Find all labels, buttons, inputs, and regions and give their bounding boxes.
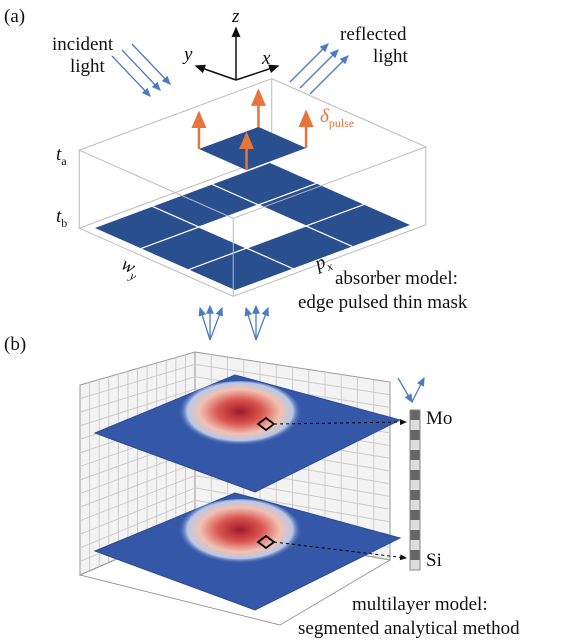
arrow: [256, 308, 268, 340]
reflected-label: reflected: [340, 24, 407, 45]
arrow: [412, 378, 424, 402]
caption: multilayer model:: [352, 594, 488, 615]
layer: [410, 480, 420, 490]
layer: [410, 530, 420, 540]
layer: [410, 470, 420, 480]
thickness-label: tb: [56, 206, 67, 230]
reflected-label: light: [373, 46, 409, 67]
figure: (a) z y x incident light reflected light…: [0, 0, 566, 641]
layer: [410, 490, 420, 500]
layer-label: Mo: [426, 408, 452, 429]
layer: [410, 440, 420, 450]
arrow: [236, 66, 278, 80]
layer: [410, 420, 420, 430]
layer: [410, 460, 420, 470]
incident-label: incident: [52, 34, 114, 55]
arrow: [398, 378, 412, 402]
layer: [410, 550, 420, 560]
arrow: [122, 50, 160, 90]
caption: edge pulsed thin mask: [298, 292, 468, 313]
axis-label: x: [261, 48, 271, 69]
axis-label: z: [231, 6, 240, 27]
thickness-label: ta: [56, 144, 67, 168]
layer: [410, 500, 420, 510]
layer: [410, 410, 420, 420]
incident-label: light: [70, 56, 106, 77]
layer: [410, 560, 420, 570]
arrow: [300, 50, 338, 88]
arrow: [112, 56, 150, 96]
delta-label: δpulse: [320, 106, 354, 130]
arrow: [210, 308, 222, 340]
layer: [410, 520, 420, 530]
panel-label: (b): [4, 334, 26, 355]
arrow: [310, 56, 348, 94]
caption: absorber model:: [335, 268, 458, 289]
layer: [410, 430, 420, 440]
arrow: [132, 44, 170, 84]
drawing: [79, 28, 426, 625]
field-bump: [178, 499, 302, 567]
arrow: [196, 66, 236, 80]
layer-label: Si: [426, 550, 442, 571]
caption: segmented analytical method: [298, 618, 520, 639]
field-bump: [178, 381, 302, 449]
layer: [410, 540, 420, 550]
axis-label: y: [182, 44, 193, 65]
arrow: [246, 308, 256, 340]
width-label: wy: [116, 254, 144, 284]
arrow: [290, 44, 328, 82]
panel-label: (a): [4, 6, 25, 27]
layer: [410, 450, 420, 460]
arrow: [200, 308, 210, 340]
layer: [410, 510, 420, 520]
absorber-top: [199, 127, 306, 170]
